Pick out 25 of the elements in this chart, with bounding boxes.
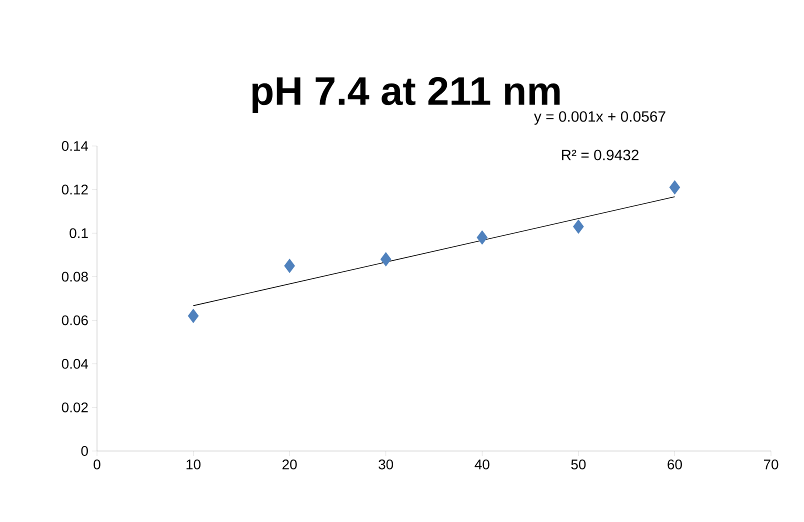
- y-tick-label: 0.14: [62, 141, 88, 151]
- point: [669, 180, 680, 195]
- point: [284, 258, 296, 274]
- point: [380, 252, 392, 266]
- x-tick-label: 70: [764, 460, 778, 470]
- point: [572, 219, 584, 234]
- x-tick-label: 40: [474, 460, 490, 470]
- point: [476, 230, 488, 245]
- x-tick-label: 60: [668, 460, 682, 470]
- y-tick-label: 0.06: [62, 315, 88, 326]
- chart-title: pH 7.4 at 211 nm: [252, 76, 560, 114]
- point: [188, 308, 199, 324]
- y-tick-label: 0: [81, 446, 88, 456]
- x-tick-label: 20: [282, 460, 297, 470]
- y-tick-label: 0.12: [62, 184, 88, 195]
- x-tick-label: 10: [186, 460, 201, 470]
- y-tick-label: 0.02: [62, 402, 88, 412]
- y-tick-label: 0.04: [62, 358, 88, 369]
- y-tick-label: 0.1: [70, 228, 88, 238]
- annotation: R² = 0.9432: [562, 150, 638, 160]
- x-tick-label: 30: [378, 460, 394, 470]
- y-tick-label: 0.08: [62, 272, 88, 282]
- x-tick-label: 50: [571, 460, 586, 470]
- text: y = 0.001x + 0.0567: [534, 111, 666, 125]
- x-tick-label: 0: [94, 460, 100, 470]
